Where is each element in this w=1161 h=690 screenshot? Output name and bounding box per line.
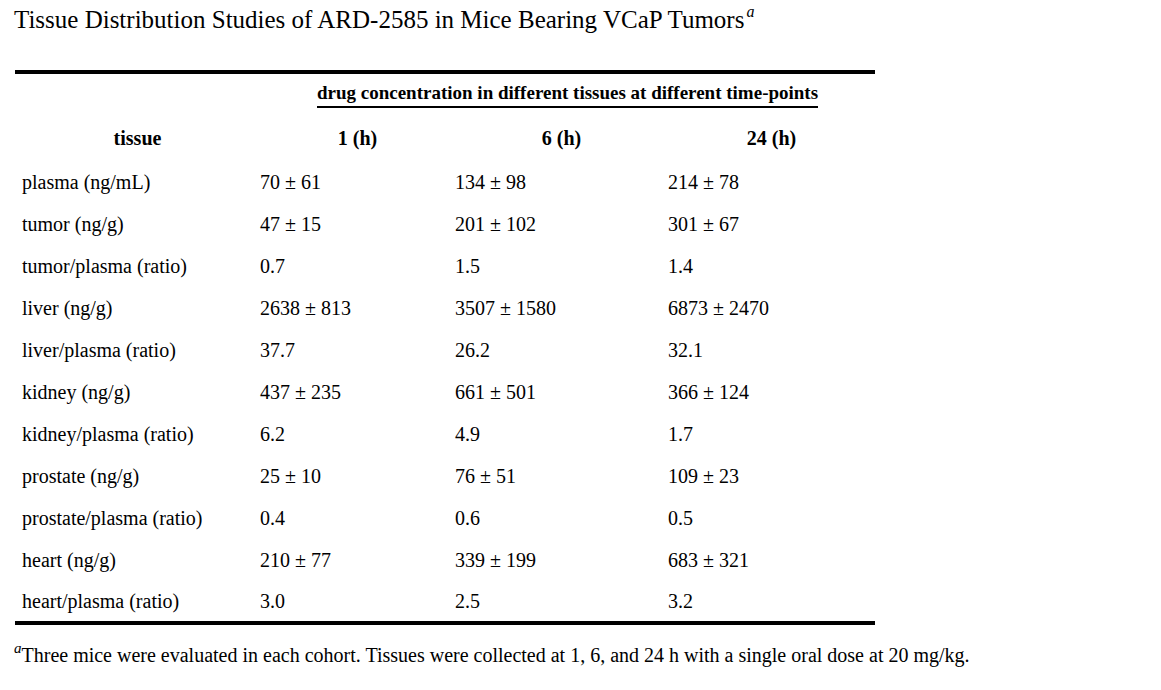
- tissue-label: prostate (ng/g): [15, 455, 260, 497]
- tissue-label: liver/plasma (ratio): [15, 329, 260, 371]
- value-cell-6h: 2.5: [455, 581, 668, 623]
- value-cell-1h: 25 ± 10: [260, 455, 455, 497]
- value-cell-6h: 201 ± 102: [455, 203, 668, 245]
- span-header-row: drug concentration in different tissues …: [15, 72, 875, 116]
- page-title: Tissue Distribution Studies of ARD-2585 …: [14, 6, 752, 34]
- table-row: heart/plasma (ratio) 3.0 2.5 3.2: [15, 581, 875, 623]
- tissue-label: prostate/plasma (ratio): [15, 497, 260, 539]
- value-cell-24h: 214 ± 78: [668, 161, 875, 203]
- tissue-distribution-table: drug concentration in different tissues …: [15, 70, 875, 625]
- value-cell-24h: 366 ± 124: [668, 371, 875, 413]
- value-cell-1h: 0.4: [260, 497, 455, 539]
- value-cell-6h: 4.9: [455, 413, 668, 455]
- value-cell-24h: 1.7: [668, 413, 875, 455]
- table-row: kidney/plasma (ratio) 6.2 4.9 1.7: [15, 413, 875, 455]
- value-cell-24h: 32.1: [668, 329, 875, 371]
- value-cell-1h: 437 ± 235: [260, 371, 455, 413]
- value-cell-1h: 6.2: [260, 413, 455, 455]
- title-text: Tissue Distribution Studies of ARD-2585 …: [14, 6, 744, 33]
- tissue-label: tumor/plasma (ratio): [15, 245, 260, 287]
- value-cell-6h: 661 ± 501: [455, 371, 668, 413]
- footnote-text: Three mice were evaluated in each cohort…: [22, 644, 970, 666]
- column-header-24h: 24 (h): [668, 116, 875, 161]
- span-header-text: drug concentration in different tissues …: [317, 82, 818, 108]
- table-row: tumor/plasma (ratio) 0.7 1.5 1.4: [15, 245, 875, 287]
- column-header-tissue: tissue: [15, 116, 260, 161]
- footnote: aThree mice were evaluated in each cohor…: [14, 644, 970, 667]
- column-header-1h: 1 (h): [260, 116, 455, 161]
- table-header: drug concentration in different tissues …: [15, 72, 875, 161]
- table-row: prostate (ng/g) 25 ± 10 76 ± 51 109 ± 23: [15, 455, 875, 497]
- value-cell-1h: 37.7: [260, 329, 455, 371]
- value-cell-6h: 76 ± 51: [455, 455, 668, 497]
- footnote-marker: a: [14, 640, 22, 656]
- value-cell-24h: 3.2: [668, 581, 875, 623]
- value-cell-24h: 683 ± 321: [668, 539, 875, 581]
- tissue-label: heart (ng/g): [15, 539, 260, 581]
- table-row: kidney (ng/g) 437 ± 235 661 ± 501 366 ± …: [15, 371, 875, 413]
- value-cell-6h: 1.5: [455, 245, 668, 287]
- value-cell-1h: 70 ± 61: [260, 161, 455, 203]
- value-cell-6h: 339 ± 199: [455, 539, 668, 581]
- value-cell-6h: 26.2: [455, 329, 668, 371]
- value-cell-1h: 47 ± 15: [260, 203, 455, 245]
- tissue-label: kidney/plasma (ratio): [15, 413, 260, 455]
- value-cell-24h: 1.4: [668, 245, 875, 287]
- column-header-6h: 6 (h): [455, 116, 668, 161]
- table-body: plasma (ng/mL) 70 ± 61 134 ± 98 214 ± 78…: [15, 161, 875, 623]
- tissue-label: kidney (ng/g): [15, 371, 260, 413]
- table-row: liver (ng/g) 2638 ± 813 3507 ± 1580 6873…: [15, 287, 875, 329]
- value-cell-24h: 301 ± 67: [668, 203, 875, 245]
- value-cell-1h: 2638 ± 813: [260, 287, 455, 329]
- tissue-label: heart/plasma (ratio): [15, 581, 260, 623]
- tissue-label: tumor (ng/g): [15, 203, 260, 245]
- span-header-cell: drug concentration in different tissues …: [260, 72, 875, 116]
- spacer-cell: [15, 72, 260, 116]
- value-cell-6h: 134 ± 98: [455, 161, 668, 203]
- value-cell-24h: 109 ± 23: [668, 455, 875, 497]
- tissue-label: plasma (ng/mL): [15, 161, 260, 203]
- value-cell-1h: 210 ± 77: [260, 539, 455, 581]
- value-cell-1h: 0.7: [260, 245, 455, 287]
- value-cell-1h: 3.0: [260, 581, 455, 623]
- column-header-row: tissue 1 (h) 6 (h) 24 (h): [15, 116, 875, 161]
- value-cell-24h: 0.5: [668, 497, 875, 539]
- table-row: liver/plasma (ratio) 37.7 26.2 32.1: [15, 329, 875, 371]
- table-row: tumor (ng/g) 47 ± 15 201 ± 102 301 ± 67: [15, 203, 875, 245]
- table-row: heart (ng/g) 210 ± 77 339 ± 199 683 ± 32…: [15, 539, 875, 581]
- value-cell-6h: 3507 ± 1580: [455, 287, 668, 329]
- value-cell-24h: 6873 ± 2470: [668, 287, 875, 329]
- table-row: plasma (ng/mL) 70 ± 61 134 ± 98 214 ± 78: [15, 161, 875, 203]
- table-row: prostate/plasma (ratio) 0.4 0.6 0.5: [15, 497, 875, 539]
- title-footnote-marker: a: [746, 3, 754, 20]
- value-cell-6h: 0.6: [455, 497, 668, 539]
- tissue-label: liver (ng/g): [15, 287, 260, 329]
